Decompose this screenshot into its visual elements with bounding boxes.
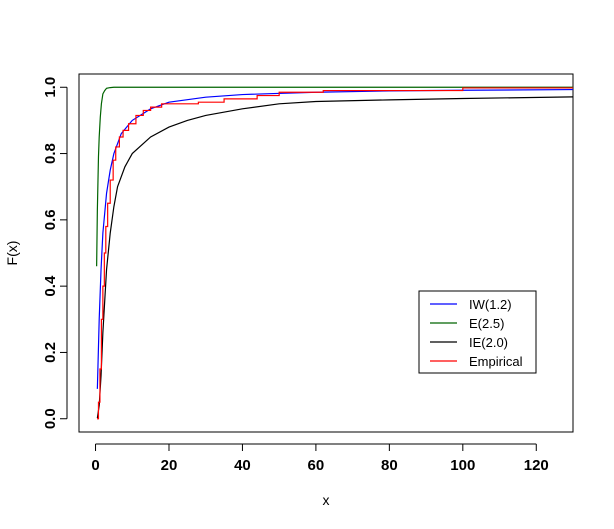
x-tick-label: 60 — [308, 457, 325, 474]
x-tick-label: 40 — [234, 457, 251, 474]
y-tick-label: 1.0 — [42, 77, 59, 98]
legend-label: Empirical — [469, 354, 523, 369]
series-line-iw-1-2 — [96, 88, 573, 389]
series-line-empirical — [97, 87, 573, 420]
legend-box — [418, 290, 537, 374]
x-axis-title: x — [323, 492, 330, 508]
y-axis-title: F(x) — [4, 241, 20, 266]
series-line-ie-2-0 — [96, 96, 573, 419]
y-tick-label: 0.4 — [42, 275, 59, 297]
y-axis: 0.0 0.2 0.4 0.6 0.8 1.0 — [42, 77, 68, 429]
x-tick-label: 80 — [381, 457, 398, 474]
legend-label: IW(1.2) — [469, 297, 512, 312]
plot-frame — [78, 73, 574, 433]
x-axis: 0 20 40 60 80 100 120 — [91, 443, 549, 474]
y-tick-label: 0.6 — [42, 209, 59, 230]
x-tick-label: 100 — [450, 457, 475, 474]
legend-label: IE(2.0) — [469, 335, 508, 350]
legend: IW(1.2) E(2.5) IE(2.0) Empirical — [418, 290, 537, 374]
series-line-e-2-5 — [96, 86, 573, 267]
y-tick-label: 0.2 — [42, 342, 59, 363]
x-tick-label: 20 — [161, 457, 178, 474]
legend-label: E(2.5) — [469, 316, 504, 331]
y-tick-label: 0.8 — [42, 143, 59, 164]
y-tick-label: 0.0 — [42, 408, 59, 429]
x-tick-label: 120 — [524, 457, 549, 474]
x-tick-label: 0 — [91, 457, 99, 474]
series-layer — [96, 86, 573, 420]
